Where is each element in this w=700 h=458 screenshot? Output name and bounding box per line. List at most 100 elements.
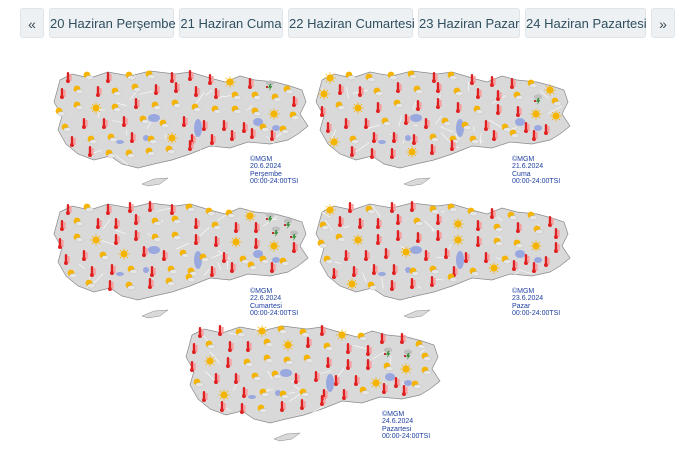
partly-cloudy-sun-icon (473, 105, 484, 115)
province-border (139, 91, 153, 95)
partly-cloudy-sun-icon (387, 71, 398, 81)
caption-date: 24.6.2024 (382, 418, 414, 426)
partly-cloudy-sun-icon (367, 281, 378, 291)
tab-22-haziran[interactable]: 22 Haziran Cumartesi (288, 8, 415, 38)
hot-thermometer-icon (554, 228, 560, 239)
tab-21-haziran[interactable]: 21 Haziran Cuma (179, 8, 283, 38)
partly-cloudy-sun-icon (185, 273, 196, 283)
hot-thermometer-icon (130, 132, 136, 143)
province-border (419, 348, 426, 354)
partly-cloudy-sun-icon (205, 207, 216, 217)
province-border (267, 370, 273, 379)
sunny-icon (544, 84, 556, 96)
tab-24-haziran[interactable]: 24 Haziran Pazartesi (525, 8, 647, 38)
hot-thermometer-icon (350, 146, 356, 157)
hot-thermometer-icon (464, 252, 470, 263)
hot-thermometer-icon (214, 373, 220, 384)
hot-thermometer-icon (392, 132, 398, 143)
cyprus-island (141, 177, 169, 187)
thunderstorm-icon (403, 349, 413, 360)
hot-thermometer-icon (246, 341, 252, 352)
sunny-icon (268, 108, 280, 120)
partly-cloudy-sun-icon (507, 211, 518, 221)
partly-cloudy-sun-icon (165, 277, 176, 287)
tab-23-haziran[interactable]: 23 Haziran Pazar (418, 8, 520, 38)
hot-thermometer-icon (280, 401, 286, 412)
forecast-map-day-2: ©MGM 21.6.2024 Cuma 00:00-24:00TSI (312, 68, 577, 193)
hot-thermometer-icon (202, 391, 208, 402)
sunny-icon (230, 236, 242, 248)
province-border (535, 273, 544, 285)
province-border (417, 286, 422, 289)
hot-thermometer-icon (202, 120, 208, 131)
partly-cloudy-sun-icon (185, 203, 196, 213)
province-border (211, 252, 224, 259)
province-border (440, 132, 452, 144)
hot-thermometer-icon (122, 116, 128, 127)
province-border (78, 263, 86, 269)
hot-thermometer-icon (376, 234, 382, 245)
province-border (246, 104, 253, 111)
partly-cloudy-sun-icon (239, 255, 250, 265)
hot-thermometer-icon (510, 78, 516, 89)
partly-cloudy-sun-icon (67, 269, 78, 279)
caption-period: 00:00-24:00TSI (250, 178, 299, 186)
hot-thermometer-icon (358, 86, 364, 97)
hot-thermometer-icon (294, 373, 300, 384)
prev-day-button[interactable]: « (20, 8, 44, 38)
partly-cloudy-sun-icon (393, 99, 404, 109)
partly-cloudy-sun-icon (415, 340, 426, 350)
hot-thermometer-icon (114, 234, 120, 245)
hot-thermometer-icon (372, 264, 378, 275)
partly-cloudy-sun-icon (145, 147, 156, 157)
thunderstorm-icon (271, 226, 281, 237)
lake (194, 251, 202, 269)
caption-period: 00:00-24:00TSI (250, 310, 299, 318)
turkey-map (185, 323, 441, 442)
province-border (262, 216, 278, 227)
partly-cloudy-sun-icon (85, 279, 96, 289)
lake (405, 135, 411, 141)
map-caption: ©MGM 21.6.2024 Cuma 00:00-24:00TSI (512, 156, 560, 186)
map-caption: ©MGM 24.6.2024 Pazartesi 00:00-24:00TSI (382, 411, 430, 441)
next-day-button[interactable]: » (651, 8, 675, 38)
thunderstorm-icon (383, 347, 393, 358)
forecast-map-day-3: ©MGM 22.6.2024 Cumartesi 00:00-24:00TSI (50, 200, 315, 325)
hot-thermometer-icon (194, 234, 200, 245)
hot-thermometer-icon (334, 375, 340, 386)
hot-thermometer-icon (150, 266, 156, 277)
hot-thermometer-icon (532, 130, 538, 141)
province-border (330, 406, 339, 411)
province-border (200, 145, 215, 156)
province-border (195, 92, 205, 104)
partly-cloudy-sun-icon (87, 135, 98, 145)
partly-cloudy-sun-icon (139, 115, 150, 125)
partly-cloudy-sun-icon (447, 203, 458, 213)
partly-cloudy-sun-icon (447, 273, 458, 283)
hot-thermometer-icon (134, 98, 140, 109)
hot-thermometer-icon (358, 218, 364, 229)
lake (143, 267, 149, 273)
province-border (260, 282, 274, 286)
partly-cloudy-sun-icon (235, 328, 246, 338)
partly-cloudy-sun-icon (111, 87, 122, 97)
partly-cloudy-sun-icon (299, 328, 310, 338)
hot-thermometer-icon (424, 118, 430, 129)
partly-cloudy-sun-icon (99, 251, 110, 261)
lake (326, 374, 334, 392)
hot-thermometer-icon (436, 214, 442, 225)
sunny-icon (530, 108, 542, 120)
sunny-icon (400, 246, 412, 258)
partly-cloudy-sun-icon (179, 249, 190, 259)
sunny-icon (90, 102, 102, 114)
partly-cloudy-sun-icon (381, 117, 392, 127)
caption-source: ©MGM (382, 411, 405, 418)
caption-period: 00:00-24:00TSI (382, 433, 431, 441)
partly-cloudy-sun-icon (383, 362, 394, 372)
tab-20-haziran[interactable]: 20 Haziran Perşembe (49, 8, 176, 38)
province-border (204, 371, 217, 383)
hot-thermometer-icon (348, 202, 354, 213)
partly-cloudy-sun-icon (205, 340, 216, 350)
lake (385, 373, 395, 381)
hot-thermometer-icon (170, 204, 176, 215)
